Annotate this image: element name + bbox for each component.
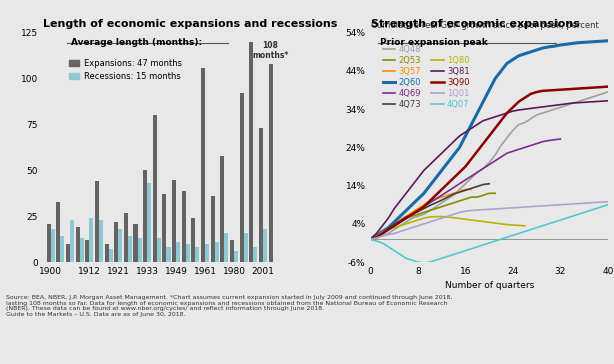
Bar — [99, 220, 103, 262]
X-axis label: Number of quarters: Number of quarters — [445, 281, 534, 290]
Text: Length of economic expansions and recessions: Length of economic expansions and recess… — [43, 19, 337, 29]
Bar — [263, 229, 267, 262]
Bar — [176, 242, 180, 262]
Text: Source: BEA, NBER, J.P. Morgan Asset Management. *Chart assumes current expansio: Source: BEA, NBER, J.P. Morgan Asset Man… — [6, 295, 453, 317]
Bar — [143, 170, 147, 262]
Legend: Expansions: 47 months, Recessions: 15 months: Expansions: 47 months, Recessions: 15 mo… — [66, 55, 185, 84]
Bar — [186, 244, 190, 262]
Bar — [163, 194, 166, 262]
Text: Prior expansion peak: Prior expansion peak — [380, 39, 488, 47]
Bar — [128, 236, 132, 262]
Text: Cumulative real GDP growth since prior peak, percent: Cumulative real GDP growth since prior p… — [370, 21, 598, 30]
Bar — [234, 251, 238, 262]
Bar — [259, 128, 263, 262]
Bar — [80, 238, 84, 262]
Bar — [89, 218, 93, 262]
Bar — [192, 218, 195, 262]
Bar — [205, 244, 209, 262]
Bar — [215, 242, 219, 262]
Bar — [51, 229, 55, 262]
Bar — [244, 233, 247, 262]
Bar — [147, 183, 151, 262]
Bar — [157, 238, 161, 262]
Bar — [95, 181, 99, 262]
Legend: 4Q48, 2Q53, 3Q57, 2Q60, 4Q69, 4Q73, , 1Q80, 3Q81, 3Q90, 1Q01, 4Q07: 4Q48, 2Q53, 3Q57, 2Q60, 4Q69, 4Q73, , 1Q… — [379, 41, 473, 112]
Bar — [195, 248, 200, 262]
Bar — [56, 202, 60, 262]
Bar — [249, 42, 254, 262]
Bar — [268, 64, 273, 262]
Bar — [224, 233, 228, 262]
Bar — [109, 249, 112, 262]
Bar — [47, 223, 51, 262]
Bar — [66, 244, 70, 262]
Bar — [182, 190, 186, 262]
Bar — [124, 213, 128, 262]
Text: 108
months*: 108 months* — [252, 41, 289, 60]
Bar — [114, 222, 119, 262]
Bar — [166, 248, 171, 262]
Bar — [230, 240, 234, 262]
Bar — [172, 179, 176, 262]
Bar — [220, 156, 224, 262]
Bar — [76, 227, 80, 262]
Text: Strength of economic expansions: Strength of economic expansions — [370, 19, 580, 29]
Bar — [211, 196, 215, 262]
Bar — [239, 93, 244, 262]
Bar — [70, 220, 74, 262]
Bar — [85, 240, 89, 262]
Bar — [133, 223, 138, 262]
Bar — [138, 238, 142, 262]
Text: Average length (months):: Average length (months): — [71, 39, 203, 47]
Bar — [60, 236, 64, 262]
Bar — [153, 115, 157, 262]
Bar — [104, 244, 109, 262]
Bar — [254, 248, 257, 262]
Bar — [119, 229, 122, 262]
Bar — [201, 68, 205, 262]
